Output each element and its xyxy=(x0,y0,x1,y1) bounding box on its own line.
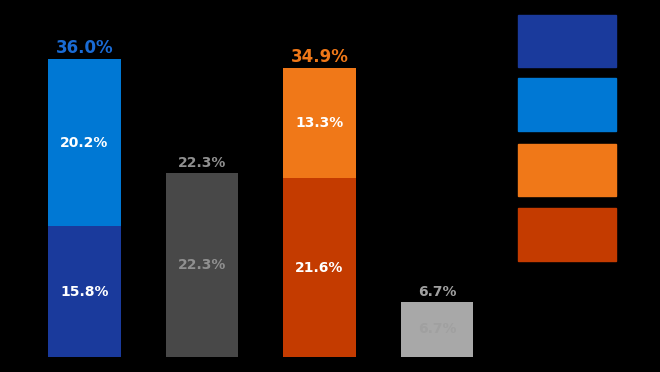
Text: 34.9%: 34.9% xyxy=(290,48,348,66)
Bar xyxy=(166,173,238,357)
Text: 15.8%: 15.8% xyxy=(60,285,109,299)
Bar xyxy=(401,302,473,357)
Text: 21.6%: 21.6% xyxy=(295,261,344,275)
Text: 6.7%: 6.7% xyxy=(418,285,456,299)
Text: 36.0%: 36.0% xyxy=(55,39,114,57)
Bar xyxy=(48,226,121,357)
Bar xyxy=(48,59,121,226)
Bar xyxy=(283,68,356,178)
Text: 20.2%: 20.2% xyxy=(60,136,109,150)
Text: 6.7%: 6.7% xyxy=(418,323,456,336)
Text: 22.3%: 22.3% xyxy=(178,258,226,272)
Text: 22.3%: 22.3% xyxy=(178,156,226,170)
Text: 13.3%: 13.3% xyxy=(295,116,344,130)
Bar xyxy=(283,178,356,357)
